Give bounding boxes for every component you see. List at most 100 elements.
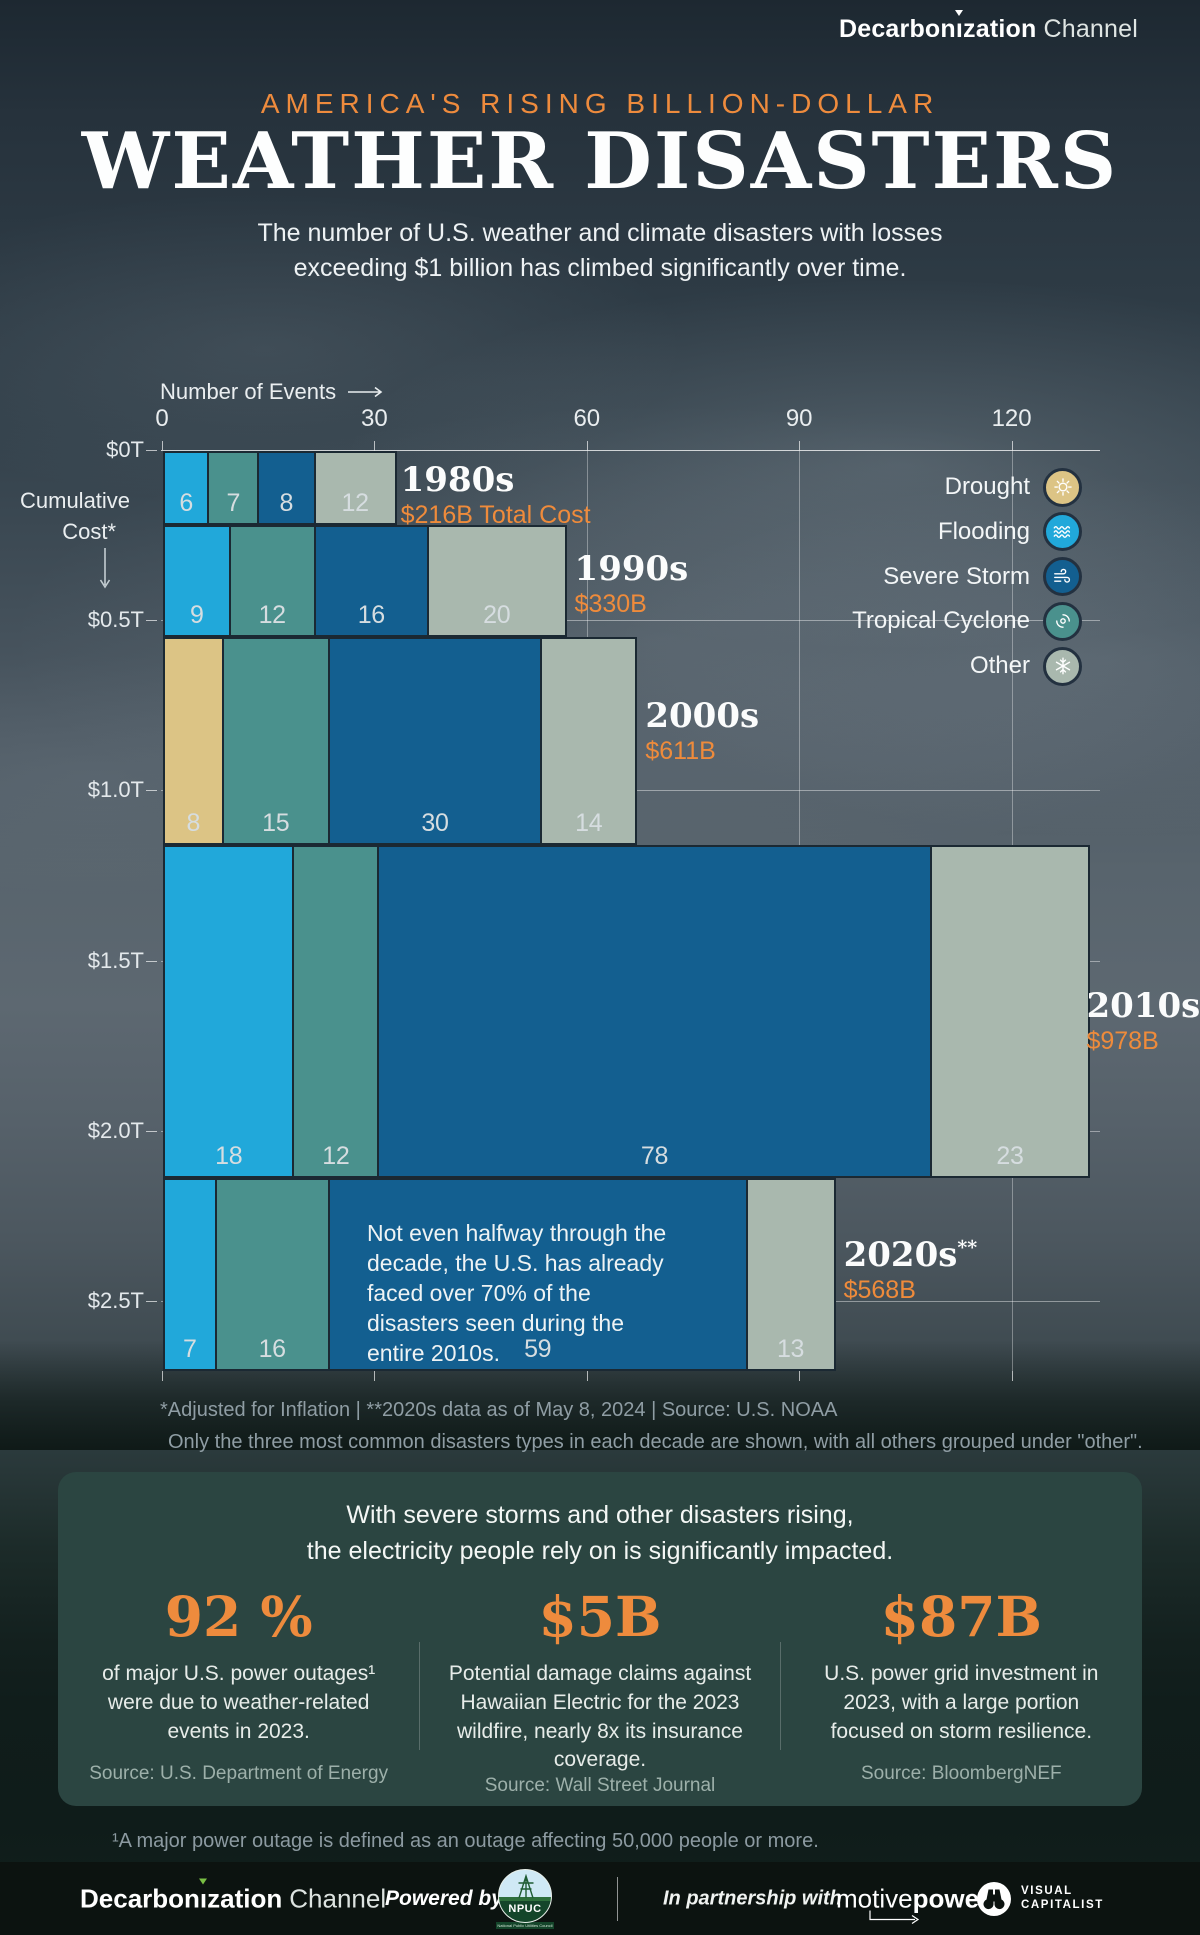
bar-segment-2020s-other: 13	[745, 1179, 834, 1370]
x-tick-label: 90	[785, 405, 813, 432]
y-axis-title: Cumulative Cost*	[20, 485, 131, 547]
x-tick-bottom	[1011, 1371, 1013, 1382]
bar-segment-1990s-tropical_cyclone: 12	[228, 526, 314, 635]
other-icon	[1043, 646, 1082, 686]
y-tick-label: $2.5T	[87, 1288, 144, 1313]
footer-brand-logo: Decarbonı zation Channel	[80, 1878, 386, 1914]
motivepower-logo: motivepower	[836, 1883, 989, 1924]
footer-brand-bold: Decarbonı zation	[80, 1878, 282, 1913]
bar-segment-2000s-severe_storm: 30	[327, 638, 541, 843]
visual-capitalist-logo: VISUAL CAPITALIST	[976, 1881, 1104, 1917]
decade-label-1990s: 1990s $330B	[575, 552, 689, 617]
npuc-logo-circle: NPUC	[498, 1868, 552, 1923]
legend-item-severe_storm: Severe Storm	[680, 557, 1082, 597]
segment-count-label: 16	[258, 1335, 287, 1364]
x-tick-label: 0	[155, 405, 169, 432]
y-axis-title-line2: Cost*	[62, 519, 116, 544]
impact-heading: With severe storms and other disasters r…	[58, 1498, 1142, 1569]
stat-value: 92 %	[164, 1584, 313, 1649]
subtitle-line1: The number of U.S. weather and climate d…	[257, 219, 943, 247]
decade-bar-1990s: 9 12 16 20	[163, 524, 567, 637]
impact-heading-line2: the electricity people rely on is signif…	[306, 1536, 894, 1565]
segment-count-label: 9	[190, 600, 204, 629]
x-tick-top	[374, 441, 376, 450]
y-axis-title-line1: Cumulative	[20, 488, 131, 513]
right-arrow-icon	[348, 386, 383, 398]
kicker: AMERICA'S RISING BILLION-DOLLAR	[260, 88, 940, 119]
segment-count-label: 78	[640, 1141, 669, 1170]
segment-count-label: 8	[279, 488, 294, 517]
decade-cost: $568B	[843, 1275, 916, 1304]
segment-count-label: 8	[186, 808, 201, 837]
legend-item-tropical_cyclone: Tropical Cyclone	[680, 601, 1082, 641]
legend-item-drought: Drought	[680, 467, 1082, 507]
brand-triangle-icon	[954, 10, 963, 16]
y-tick-label: $0.5T	[87, 607, 144, 633]
segment-count-label: 18	[215, 1141, 243, 1170]
stat-source: Source: BloombergNEF	[860, 1763, 1062, 1784]
bar-segment-1980s-severe_storm: 8	[257, 453, 314, 523]
stat-description: U.S. power grid investment in 2023, with…	[824, 1662, 1099, 1743]
subtitle: The number of U.S. weather and climate d…	[0, 216, 1200, 285]
x-axis-title: Number of Events	[160, 379, 384, 405]
bar-segment-2000s-drought: 8	[165, 638, 222, 843]
x-tick-bottom	[799, 1371, 801, 1382]
y-tick-label: $1.0T	[87, 777, 144, 803]
segment-count-label: 13	[776, 1335, 805, 1364]
x-tick-label: 60	[573, 405, 601, 432]
y-tick	[146, 450, 157, 451]
y-tick	[146, 1130, 157, 1132]
down-arrow-icon	[99, 548, 111, 589]
decade-name: 2000s	[645, 695, 760, 736]
decade-bar-2000s: 8 15 30 14	[163, 636, 638, 845]
bar-segment-1990s-severe_storm: 16	[313, 526, 427, 635]
stat-divider	[780, 1642, 781, 1750]
legend-label-tropical_cyclone: Tropical Cyclone	[852, 607, 1030, 635]
footer-divider	[617, 1876, 618, 1921]
npuc-logo: NPUC National Public Utilities Council	[496, 1868, 554, 1929]
x-tick-bottom	[374, 1371, 376, 1382]
bar-segment-2010s-tropical_cyclone: 12	[292, 846, 378, 1176]
y-tick-label: $1.5T	[87, 947, 144, 973]
bar-segment-1980s-tropical_cyclone: 7	[207, 453, 258, 523]
chart-footnote-1: *Adjusted for Inflation | **2020s data a…	[160, 1399, 838, 1421]
x-tick-top	[162, 441, 163, 450]
decade-name: 1990s	[574, 548, 689, 589]
decade-name: 1980s	[400, 460, 515, 500]
segment-count-label: 7	[226, 488, 241, 517]
footer-bar: Decarbonı zation Channel Powered by NPUC N…	[0, 1862, 1200, 1935]
decade-label-2020s: 2020s** $568B	[844, 1238, 978, 1303]
segment-count-label: 12	[258, 600, 287, 629]
npuc-subtext: National Public Utilities Council	[496, 1921, 554, 1929]
powered-by-label: Powered by	[385, 1886, 503, 1910]
bar-segment-2010s-severe_storm: 78	[377, 846, 930, 1176]
y-gridline	[161, 450, 1100, 451]
decade-label-1980s: 1980s $216B Total Cost	[401, 463, 591, 528]
chart-footnote-2: Only the three most common disasters typ…	[168, 1431, 1143, 1453]
drought-icon	[1043, 467, 1082, 507]
decade-name: 2010s	[1086, 985, 1200, 1026]
tropical-cyclone-icon	[1043, 601, 1082, 641]
x-tick-top	[799, 441, 801, 450]
legend-label-flooding: Flooding	[937, 517, 1030, 545]
decade-label-2000s: 2000s $611B	[645, 699, 759, 764]
impact-stats: 92 % of major U.S. power outages¹ were d…	[58, 1584, 1142, 1796]
flooding-icon	[1043, 512, 1082, 552]
decade-bar-1980s: 6 7 8 12	[163, 451, 397, 525]
panel-footnote: ¹A major power outage is defined as an o…	[112, 1830, 819, 1852]
severe-storm-icon	[1043, 557, 1082, 597]
footer-brand-triangle-icon	[199, 1878, 208, 1884]
stat-description: Potential damage claims against Hawaiian…	[448, 1662, 752, 1772]
segment-count-label: 30	[421, 808, 449, 837]
bar-segment-2010s-other: 23	[929, 846, 1089, 1176]
impact-heading-line1: With severe storms and other disasters r…	[346, 1501, 854, 1529]
stat-damage-claims: $5B Potential damage claims against Hawa…	[419, 1589, 780, 1796]
decade-cost: $216B Total Cost	[400, 501, 591, 529]
x-tick-label: 120	[991, 405, 1032, 432]
stat-source: Source: Wall Street Journal	[484, 1775, 716, 1797]
npuc-acronym: NPUC	[508, 1902, 542, 1915]
bar-segment-2010s-flooding: 18	[165, 846, 293, 1176]
bar-segment-2020s-severe_storm: 59	[327, 1179, 746, 1370]
bar-segment-2000s-other: 14	[540, 638, 636, 843]
